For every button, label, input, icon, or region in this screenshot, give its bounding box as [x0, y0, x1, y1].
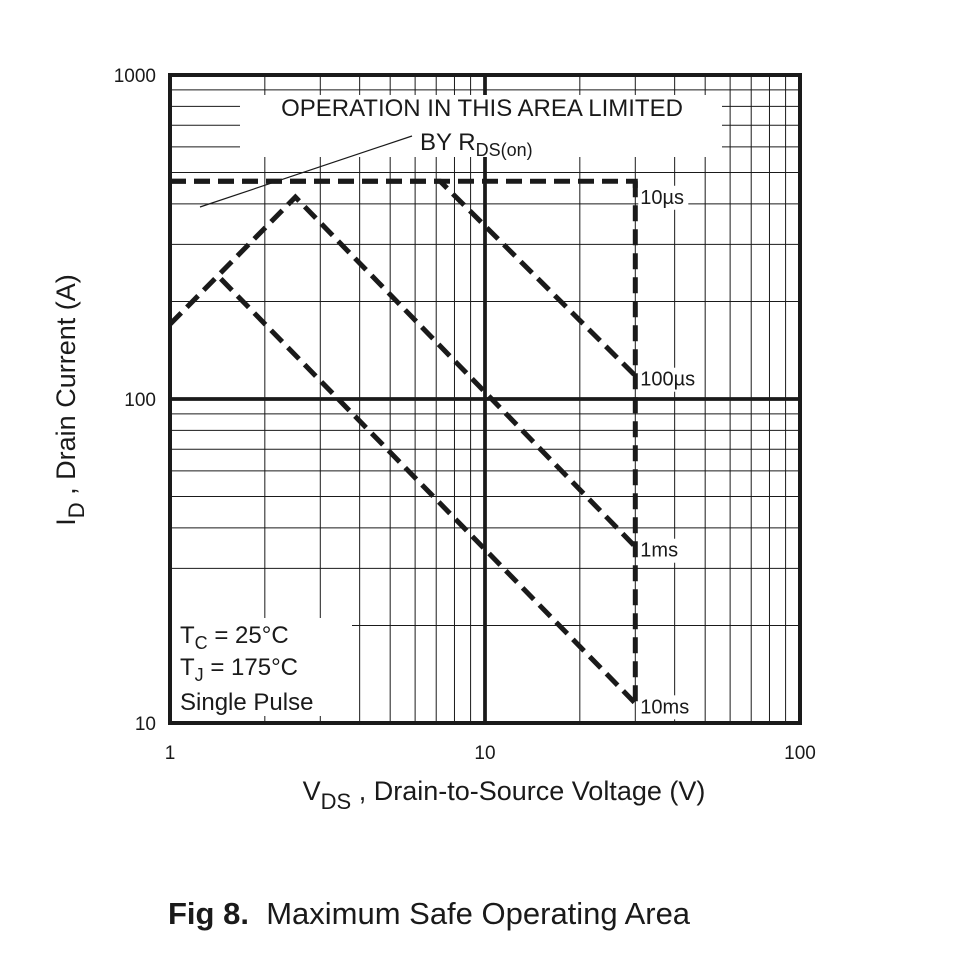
- tj-main: T: [180, 654, 195, 681]
- curve-label-10ms: 10ms: [640, 696, 689, 718]
- y-title-sub: D: [64, 502, 89, 518]
- annotation-background: [240, 95, 722, 157]
- figure-title: Maximum Safe Operating Area: [266, 896, 691, 931]
- condition-tc: TC = 25°C: [180, 622, 289, 653]
- curve-label-background: [638, 185, 689, 210]
- annotation-prefix: BY R: [420, 129, 476, 156]
- condition-pulse: Single Pulse: [180, 689, 313, 716]
- y-axis-title: ID , Drain Current (A): [51, 274, 89, 525]
- y-title-main: I: [51, 518, 81, 526]
- y-tick-label: 10: [135, 714, 156, 735]
- annotation-line-2: BY RDS(on): [420, 129, 533, 160]
- tick-labels: 1 10 100 10 100 1000: [114, 66, 816, 764]
- tc-rest: = 25°C: [208, 622, 289, 649]
- x-tick-label: 1: [165, 743, 176, 764]
- series-group: 10µs 100µs 1ms 10ms: [168, 178, 700, 720]
- x-tick-label: 10: [474, 743, 495, 764]
- series-line-1ms: [168, 193, 638, 549]
- curve-label-background: [638, 367, 700, 392]
- tj-sub: J: [195, 665, 204, 685]
- conditions-background: [172, 618, 352, 716]
- tj-rest: = 175°C: [204, 654, 298, 681]
- series-line-10ms: [219, 277, 638, 706]
- x-title-sub: DS: [321, 789, 352, 814]
- series-line-100µs: [170, 178, 638, 378]
- condition-tj: TJ = 175°C: [180, 654, 298, 685]
- soa-chart: 10µs 100µs 1ms 10ms 1 10 100 10 100 1000 OPERATI…: [51, 66, 816, 814]
- figure-caption: Fig 8. Maximum Safe Operating Area: [168, 896, 690, 932]
- figure-number: Fig 8.: [168, 896, 249, 931]
- x-title-main: V: [303, 776, 321, 806]
- x-title-rest: , Drain-to-Source Voltage (V): [351, 776, 705, 806]
- x-tick-label: 100: [784, 743, 816, 764]
- plot-frame: [168, 73, 802, 725]
- curve-label-10µs: 10µs: [640, 187, 684, 209]
- curve-label-1ms: 1ms: [640, 540, 678, 562]
- x-axis-title: VDS , Drain-to-Source Voltage (V): [303, 776, 706, 814]
- curve-label-background: [638, 695, 689, 720]
- y-title-rest: , Drain Current (A): [51, 274, 81, 502]
- curve-label-100µs: 100µs: [640, 369, 695, 391]
- annotation-line-1: OPERATION IN THIS AREA LIMITED: [281, 95, 683, 122]
- tc-sub: C: [195, 633, 208, 653]
- tc-main: T: [180, 622, 195, 649]
- y-tick-label: 1000: [114, 66, 156, 87]
- curve-label-background: [638, 538, 678, 563]
- annotation-subscript: DS(on): [476, 140, 533, 160]
- y-tick-label: 100: [124, 390, 156, 411]
- rdson-pointer-line: [199, 135, 413, 208]
- series-line-10µs: [170, 178, 638, 194]
